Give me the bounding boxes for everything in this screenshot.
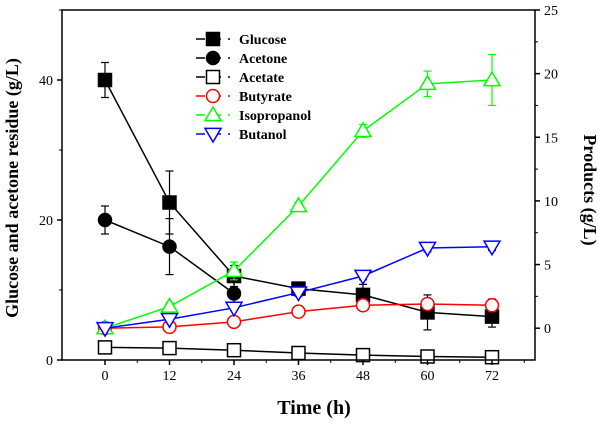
data-point <box>418 74 437 91</box>
data-point <box>160 312 179 329</box>
legend-label: Butyrate <box>239 90 292 105</box>
y-right-tick-label: 0 <box>544 322 551 337</box>
data-point <box>289 286 308 303</box>
x-tick-label: 36 <box>292 369 306 384</box>
y-left-tick-label: 40 <box>39 74 53 89</box>
legend-marker <box>205 69 221 85</box>
data-point <box>353 121 373 138</box>
legend-entry: Butanol <box>196 127 287 144</box>
data-point <box>162 195 177 210</box>
x-tick-label: 12 <box>163 369 177 384</box>
data-point <box>418 241 437 258</box>
legend: Glucose Acetone Acetate Butyrate Isopropanol… <box>196 31 311 144</box>
data-point <box>291 345 306 361</box>
legend-entry: Acetate <box>196 69 284 86</box>
data-point <box>162 340 177 356</box>
legend-label: Butanol <box>239 128 287 143</box>
data-point <box>226 286 242 301</box>
data-point <box>355 298 371 313</box>
legend-label: Glucose <box>239 33 286 48</box>
x-tick-label: 60 <box>421 369 435 384</box>
legend-marker <box>205 31 221 47</box>
y-axis-right-title: Products (g/L) <box>579 134 598 245</box>
legend-entry: Isopropanol <box>196 105 311 124</box>
series-isopropanol <box>95 53 502 335</box>
y-left-tick-label: 0 <box>46 354 53 369</box>
legend-entry: Butyrate <box>196 88 292 105</box>
legend-entry: Glucose <box>196 31 286 48</box>
legend-label: Isopropanol <box>239 109 311 124</box>
legend-marker <box>203 127 223 144</box>
data-point <box>353 269 373 286</box>
data-point <box>95 321 115 338</box>
series-acetone <box>97 205 242 307</box>
x-tick-label: 48 <box>356 369 370 384</box>
data-point <box>482 70 502 87</box>
y-right-tick-label: 25 <box>544 4 558 19</box>
x-tick-label: 0 <box>102 369 109 384</box>
series-butanol <box>95 240 502 338</box>
axes: 0 12 24 36 48 60 72 0 20 40 0 5 10 15 20 25 <box>39 4 558 384</box>
data-point <box>226 342 242 358</box>
y-right-tick-label: 20 <box>544 68 558 83</box>
data-point <box>97 340 113 355</box>
data-point <box>97 212 113 228</box>
x-tick-label: 24 <box>227 369 241 384</box>
y-right-tick-label: 10 <box>544 195 558 210</box>
legend-label: Acetate <box>239 71 284 86</box>
legend-entry: Acetone <box>196 50 287 67</box>
x-axis-title: Time (h) <box>277 397 351 419</box>
data-point <box>289 196 308 213</box>
data-point <box>420 296 435 312</box>
data-point <box>484 298 500 313</box>
y-right-tick-label: 5 <box>544 259 551 274</box>
data-point <box>224 301 244 318</box>
y-axis-left-title: Glucose and acetone residue (g/L) <box>2 58 23 318</box>
data-point <box>291 304 306 319</box>
y-right-tick-label: 15 <box>544 131 558 146</box>
data-point <box>224 261 244 278</box>
legend-marker <box>205 88 221 104</box>
data-point <box>482 240 502 257</box>
legend-marker <box>203 105 223 122</box>
data-point <box>97 72 113 88</box>
x-tick-label: 72 <box>485 369 499 384</box>
y-left-tick-label: 20 <box>39 214 53 229</box>
legend-label: Acetone <box>239 52 287 67</box>
data-point <box>160 297 179 313</box>
data-point <box>162 239 177 254</box>
legend-marker <box>205 50 221 66</box>
